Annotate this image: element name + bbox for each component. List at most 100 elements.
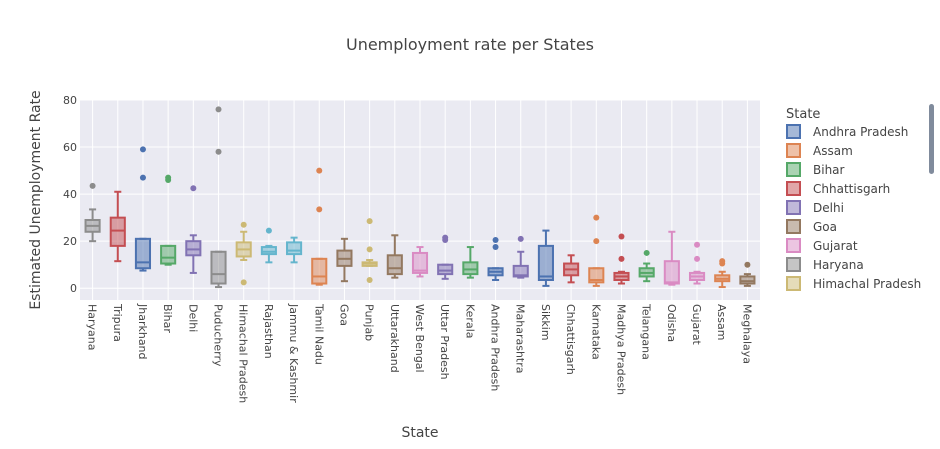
x-tick-label: Karnataka (589, 304, 602, 360)
legend-item[interactable]: Bihar (786, 162, 845, 177)
legend-scrollbar[interactable] (929, 104, 934, 174)
outlier-point (316, 206, 323, 213)
box-tamil-nadu[interactable] (311, 167, 328, 286)
legend-swatch (786, 124, 801, 139)
x-tick-label: Punjab (363, 304, 376, 341)
outlier-point (215, 106, 222, 113)
box-meghalaya[interactable] (739, 261, 756, 287)
outlier-point (744, 261, 751, 268)
outlier-point (215, 148, 222, 155)
outlier-point (719, 258, 726, 265)
chart-title: Unemployment rate per States (346, 35, 594, 54)
legend-item[interactable]: Goa (786, 219, 837, 234)
legend[interactable]: State Andhra Pradesh Assam Bihar Chhattisga… (786, 104, 934, 291)
box-sikkim[interactable] (537, 229, 554, 287)
box-punjab[interactable] (361, 218, 378, 283)
boxes (84, 106, 756, 289)
legend-title: State (786, 107, 820, 122)
legend-label: Delhi (813, 201, 844, 215)
box-jammu-kashmir[interactable] (286, 236, 303, 264)
box-iqr (109, 216, 126, 247)
box-maharashtra[interactable] (512, 235, 529, 279)
box-tripura[interactable] (109, 190, 126, 263)
legend-swatch (786, 143, 801, 158)
box-bihar[interactable] (160, 174, 177, 266)
outlier-point (517, 235, 524, 242)
box-andhra-pradesh[interactable] (487, 237, 504, 281)
box-iqr (311, 257, 328, 285)
legend-swatch (786, 200, 801, 215)
outlier-point (618, 255, 625, 262)
box-assam[interactable] (714, 258, 731, 289)
outlier-point (165, 174, 172, 181)
legend-label: Bihar (813, 163, 845, 177)
box-iqr (286, 241, 303, 256)
box-karnataka[interactable] (588, 214, 605, 287)
box-madhya-pradesh[interactable] (613, 233, 630, 285)
legend-swatch (786, 181, 801, 196)
legend-label: Haryana (813, 258, 864, 272)
legend-item[interactable]: Himachal Pradesh (786, 276, 921, 291)
legend-item[interactable]: Andhra Pradesh (786, 124, 908, 139)
box-iqr (210, 250, 227, 285)
box-kerala[interactable] (462, 246, 479, 279)
legend-swatch (786, 257, 801, 272)
outlier-point (366, 246, 373, 253)
box-himachal-pradesh[interactable] (235, 221, 252, 286)
box-iqr (160, 244, 177, 265)
outlier-point (492, 244, 499, 251)
box-telangana[interactable] (638, 249, 655, 283)
legend-items: Andhra Pradesh Assam Bihar Chhattisgarh Delh… (786, 124, 921, 291)
y-tick-label: 40 (63, 188, 77, 201)
y-axis-title: Estimated Unemployment Rate (28, 90, 44, 309)
box-iqr (411, 251, 429, 274)
x-tick-label: Odisha (665, 304, 678, 342)
y-tick-label: 20 (63, 235, 77, 248)
box-uttar-pradesh[interactable] (437, 234, 454, 280)
box-west-bengal[interactable] (411, 246, 429, 278)
x-tick-label: Madhya Pradesh (614, 304, 627, 395)
legend-item[interactable]: Haryana (786, 257, 864, 272)
box-iqr (462, 261, 479, 276)
box-iqr (663, 260, 680, 285)
legend-item[interactable]: Assam (786, 143, 853, 158)
legend-swatch (786, 238, 801, 253)
x-tick-label: Assam (715, 304, 728, 340)
x-tick-label: Himachal Pradesh (237, 304, 250, 403)
box-jharkhand[interactable] (134, 146, 152, 272)
x-tick-label: Sikkim (539, 304, 552, 341)
box-uttarakhand[interactable] (386, 234, 403, 279)
legend-swatch (786, 276, 801, 291)
outlier-point (366, 277, 373, 283)
box-delhi[interactable] (185, 185, 202, 274)
y-tick-label: 60 (63, 141, 77, 154)
x-tick-label: Jammu & Kashmir (287, 303, 300, 403)
legend-label: Himachal Pradesh (813, 277, 921, 291)
box-chhattisgarh[interactable] (563, 254, 580, 284)
x-tick-label: Jharkhand (136, 303, 149, 360)
box-odisha[interactable] (663, 230, 680, 286)
legend-item[interactable]: Chhattisgarh (786, 181, 890, 196)
box-iqr (260, 246, 277, 256)
box-puducherry[interactable] (210, 106, 227, 289)
x-tick-label: Rajasthan (262, 304, 275, 359)
x-tick-label: Maharashtra (514, 304, 527, 374)
legend-item[interactable]: Delhi (786, 200, 844, 215)
box-goa[interactable] (336, 237, 353, 283)
box-gujarat[interactable] (688, 241, 706, 285)
outlier-point (694, 241, 701, 248)
legend-label: Goa (813, 220, 837, 234)
outlier-point (492, 237, 499, 243)
outlier-point (442, 234, 449, 241)
box-haryana[interactable] (84, 182, 101, 243)
x-tick-label: Tripura (111, 303, 124, 342)
x-tick-label: West Bengal (413, 304, 426, 373)
outlier-point (139, 174, 146, 181)
legend-item[interactable]: Gujarat (786, 238, 858, 253)
x-tick-label: Bihar (161, 304, 174, 333)
legend-swatch (786, 162, 801, 177)
legend-label: Assam (813, 144, 853, 158)
box-rajasthan[interactable] (260, 227, 277, 264)
legend-swatch (786, 219, 801, 234)
box-iqr (134, 237, 152, 270)
